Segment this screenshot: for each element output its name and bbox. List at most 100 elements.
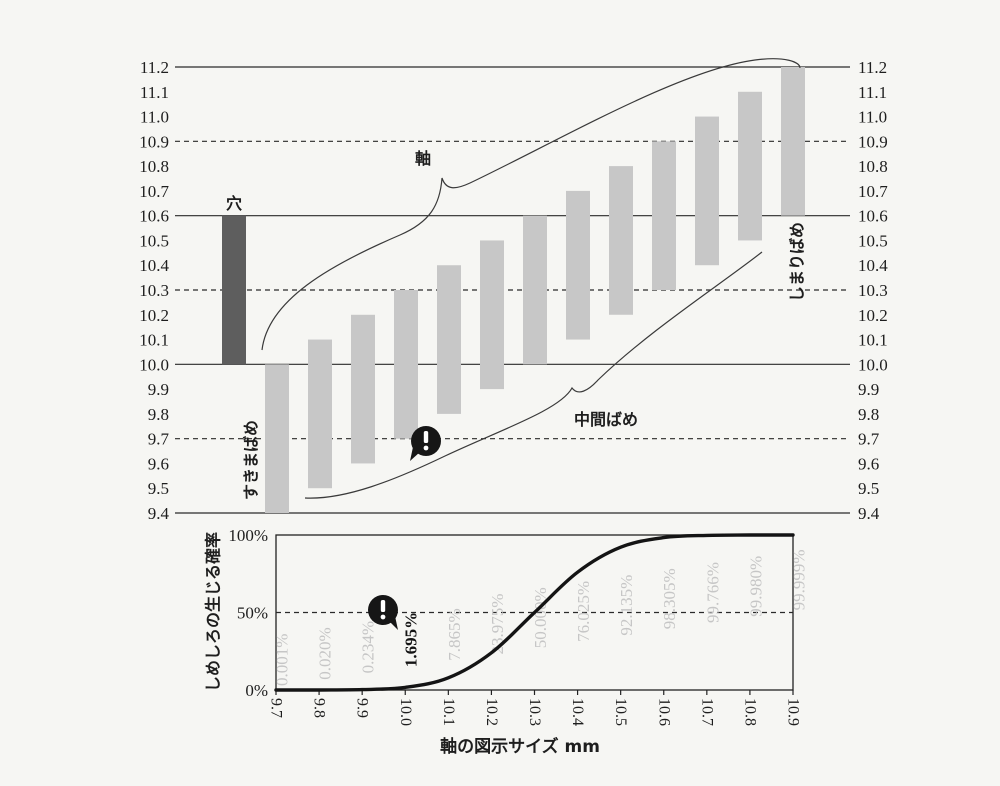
exclamation-icon [410, 426, 441, 461]
y-tick-label: 10.1 [139, 331, 169, 350]
y-tick-label: 10.7 [139, 182, 169, 201]
shaft-bar [265, 364, 289, 513]
shaft-brace [261, 58, 801, 351]
point-label: 50.000% [531, 587, 550, 648]
probability-curve [274, 533, 795, 692]
y-tick-label: 0% [245, 681, 268, 700]
y-tick-label: 11.1 [858, 83, 887, 102]
y-tick-label: 10.4 [858, 256, 888, 275]
x-tick-label: 10.8 [741, 698, 758, 726]
x-tick-label: 10.6 [655, 698, 672, 726]
transition-fit-brace [304, 251, 763, 499]
exclamation-icon-dot [380, 614, 386, 620]
y-tick-label: 9.5 [148, 479, 169, 498]
y-tick-label: 11.1 [140, 83, 169, 102]
y-tick-label: 10.8 [858, 157, 888, 176]
y-axis: 100% 50% 0% [228, 526, 268, 700]
y-tick-label: 10.8 [139, 157, 169, 176]
bars [222, 67, 805, 513]
shaft-bar [781, 67, 805, 216]
point-label: 0.020% [316, 627, 335, 679]
y-tick-label: 9.4 [858, 504, 880, 523]
point-label: 76.025% [574, 581, 593, 642]
exclamation-icon-dot [423, 445, 429, 451]
shaft-bar [394, 290, 418, 439]
y-tick-label: 11.0 [858, 108, 887, 127]
point-label: 99.980% [746, 556, 765, 617]
x-axis: 9.7 9.8 9.9 10.0 10.1 10.2 10.3 10.4 10.5 10.6 10.… [268, 690, 802, 726]
y-tick-label: 9.6 [858, 454, 879, 473]
y-tick-label: 9.7 [858, 430, 880, 449]
y-tick-label: 50% [237, 604, 268, 623]
point-label: 99.999% [790, 549, 809, 610]
y-tick-label: 10.6 [139, 207, 169, 226]
point-label: 0.234% [359, 621, 378, 673]
point-label: 99.766% [703, 562, 722, 623]
point-label: 98.305% [660, 568, 679, 629]
interference-fit-label: しまりばめ [788, 222, 807, 302]
x-tick-label: 10.5 [612, 698, 629, 726]
exclamation-icon-bar [380, 600, 386, 612]
y-tick-label: 10.1 [858, 331, 888, 350]
shaft-bar [480, 240, 504, 390]
y-tick-label: 10.0 [139, 355, 169, 374]
x-tick-label: 10.0 [397, 698, 414, 726]
x-tick-label: 10.7 [698, 698, 715, 726]
y-tick-label: 10.9 [139, 132, 169, 151]
x-tick-label: 10.2 [483, 698, 500, 726]
y-tick-label: 9.6 [148, 454, 169, 473]
y-tick-label: 10.9 [858, 132, 888, 151]
y-tick-label: 11.2 [140, 58, 169, 77]
shaft-bar [351, 314, 375, 464]
shaft-bar [695, 116, 719, 266]
y-tick-label: 9.5 [858, 479, 879, 498]
y-tick-label: 10.3 [858, 281, 888, 300]
probability-chart: 9.7 9.8 9.9 10.0 10.1 10.2 10.3 10.4 10.5 10.6 10.… [204, 526, 809, 757]
y-tick-label: 100% [228, 526, 268, 545]
transition-fit-label: 中間ばめ [574, 410, 638, 429]
exclamation-icon-bar [423, 431, 429, 443]
shaft-bar [308, 339, 332, 489]
y-tick-label: 10.3 [139, 281, 169, 300]
y-tick-label: 11.0 [140, 108, 169, 127]
y-tick-label: 10.5 [858, 231, 888, 250]
y-tick-label: 9.4 [148, 504, 170, 523]
x-tick-label: 10.3 [526, 698, 543, 726]
x-tick-label: 9.9 [354, 698, 371, 718]
y-axis-right: 11.2 11.1 11.0 10.9 10.8 10.7 10.6 10.5 10.4 10.3… [858, 58, 888, 523]
y-tick-label: 9.9 [858, 380, 879, 399]
highlighted-point-label: 1.695% [402, 612, 421, 667]
point-label: 0.001% [273, 634, 292, 686]
y-tick-label: 9.8 [148, 405, 169, 424]
y-tick-label: 10.4 [139, 256, 169, 275]
y-tick-label: 10.2 [858, 306, 888, 325]
y-tick-label: 9.9 [148, 380, 169, 399]
x-tick-label: 10.1 [440, 698, 457, 726]
shaft-bar [652, 141, 676, 290]
y-tick-label: 9.7 [148, 430, 170, 449]
y-tick-label: 10.6 [858, 207, 888, 226]
y-tick-label: 11.2 [858, 58, 887, 77]
y-tick-label: 10.2 [139, 306, 169, 325]
x-tick-label: 9.7 [268, 698, 285, 718]
exclamation-icon [368, 595, 398, 630]
shaft-bar [566, 190, 590, 340]
fit-chart: 11.2 11.1 11.0 10.9 10.8 10.7 10.6 10.5 10.4 10.3… [139, 58, 888, 523]
point-label: 7.865% [445, 608, 464, 660]
clearance-fit-label: すきまばめ [242, 420, 261, 500]
shaft-bar [609, 166, 633, 315]
shaft-bar [437, 265, 461, 414]
shaft-label: 軸 [415, 149, 431, 168]
point-labels: 0.001% 0.020% 0.234% 1.695% 7.865% 23.975% 50.… [273, 549, 809, 686]
y-tick-label: 10.5 [139, 231, 169, 250]
y-tick-label: 10.7 [858, 182, 888, 201]
point-label: 23.975% [488, 594, 507, 655]
x-tick-label: 10.9 [785, 698, 802, 726]
y-tick-label: 9.8 [858, 405, 879, 424]
x-axis-label: 軸の図示サイズ mm [440, 736, 600, 757]
y-axis-left: 11.2 11.1 11.0 10.9 10.8 10.7 10.6 10.5 10.4 10.3… [139, 58, 169, 523]
hole-bar [222, 215, 246, 365]
x-tick-label: 9.8 [311, 698, 328, 718]
y-axis-label: しめしろの生じる確率 [204, 532, 223, 692]
